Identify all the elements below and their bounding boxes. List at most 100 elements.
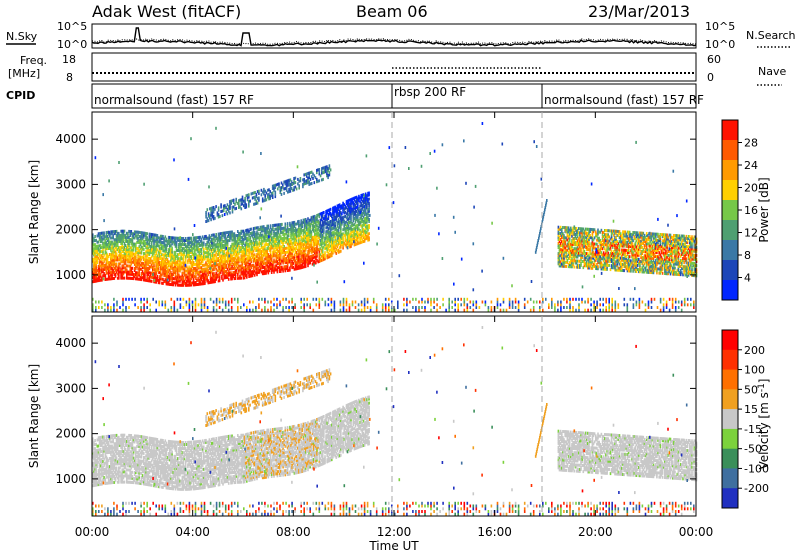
freq-tick-right-top: 60 [707,53,721,66]
cpid-segment-2: rbsp 200 RF [394,85,466,99]
noise-tick-right-bottom: 10^0 [705,38,735,51]
cpid-label: CPID [6,89,35,102]
power-cell [143,248,145,251]
power-cell [251,228,253,231]
power-cell [94,235,96,238]
cpid-segment-3: normalsound (fast) 157 RF [544,93,704,107]
power-cell [203,241,205,244]
power-cell [298,184,300,187]
power-cell [203,248,205,251]
power-cell [157,275,159,278]
power-cell [214,208,216,211]
noise-tick-left-top: 10^5 [57,20,87,33]
power-cell [124,230,126,233]
power-cell [171,247,173,250]
power-cell [258,197,260,200]
freq-tick-left-bottom: 8 [66,71,73,84]
power-cell [116,252,118,255]
power-cell [287,222,289,225]
cpid-segment-1: normalsound (fast) 157 RF [94,93,254,107]
power-cell [298,220,300,223]
power-cell [132,267,134,270]
freq-panel [92,53,696,81]
power-cell [258,190,260,193]
power-cell [368,218,370,221]
power-cell [310,178,312,181]
power-cell [566,265,568,268]
power-cell [116,263,118,266]
power-cell [368,198,370,201]
power-cell [256,193,258,196]
power-cell [208,219,210,222]
power-cell [103,231,105,234]
power-cell [242,196,244,199]
power-cell [296,187,298,190]
power-cell [368,202,370,205]
power-cell [319,179,321,182]
power-cell [277,187,279,190]
nsky-label: N.Sky [6,30,38,43]
power-cell [264,194,266,197]
noise-tick-right-top: 10^5 [705,20,735,33]
power-cell [215,233,217,236]
power-cell [295,177,297,180]
power-cell [235,198,237,201]
nave-label: Nave [758,65,786,78]
power-cell [207,208,209,211]
power-cell [228,278,230,281]
power-cell [249,200,251,203]
nsearch-label: N.Search [746,29,796,42]
station-title: Adak West (fitACF) [92,2,241,21]
beam-title: Beam 06 [356,2,428,21]
power-cell [244,197,246,200]
power-cell [124,277,126,280]
power-cell [146,232,148,235]
power-cell [233,199,235,202]
power-cell [332,237,334,240]
power-cell [248,193,250,196]
power-cell [222,214,224,217]
noise-panel [92,24,696,48]
power-cell [270,224,272,227]
power-cell [330,208,332,211]
power-cell [241,207,243,210]
power-cell [320,174,322,177]
power-cell [368,224,370,227]
power-cell [573,266,575,269]
power-cell [235,207,237,210]
power-cell [329,171,331,174]
power-cell [334,236,336,239]
power-cell [336,252,338,255]
power-cell [151,280,153,283]
power-cell [285,223,287,226]
power-cell [191,237,193,240]
power-cell [351,242,353,245]
power-cell [278,182,280,185]
power-cell [227,212,229,215]
power-scatter [92,122,697,312]
freq-tick-left-top: 18 [62,53,76,66]
power-cell [323,211,325,214]
power-cell [319,168,321,171]
power-cell [312,177,314,180]
power-cell [300,177,302,180]
power-cell [281,193,283,196]
power-cell [295,181,297,184]
power-cell [210,218,212,221]
freq-label-line2: [MHz] [8,67,40,80]
nsky-trace [92,28,696,46]
power-cell [229,211,231,214]
power-cell [314,181,316,184]
power-cell [322,178,324,181]
power-cell [218,206,220,209]
power-cell [282,183,284,186]
power-cell [246,203,248,206]
power-cell [281,223,283,226]
power-cell [311,182,313,185]
freq-label-line1: Freq. [20,54,47,67]
power-cell [283,192,285,195]
power-cell [214,217,216,220]
power-cell [215,205,217,208]
freq-tick-right-bottom: 0 [707,71,714,84]
